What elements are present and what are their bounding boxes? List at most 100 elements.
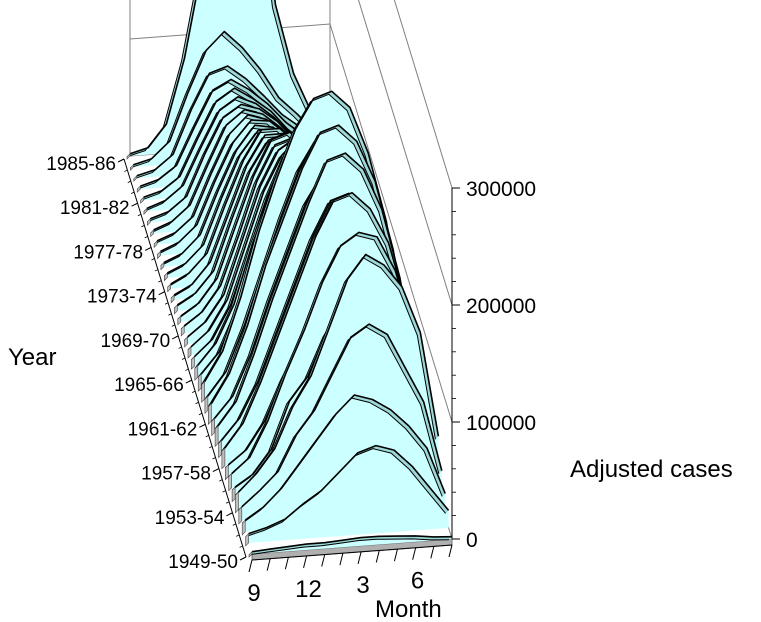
ridge-line — [129, 0, 331, 155]
ridge-line-lower — [248, 538, 450, 556]
y-minor-tick — [185, 368, 189, 371]
ridge-line-lower — [126, 0, 328, 158]
z-axis-label: Adjusted cases — [570, 456, 733, 483]
ridge-line — [217, 152, 419, 427]
y-minor-tick — [175, 335, 179, 338]
y-minor-tick — [161, 291, 165, 294]
y-minor-tick — [215, 468, 220, 471]
ribbon-cap — [133, 175, 138, 182]
x-tick-label: 9 — [247, 580, 260, 607]
ridge-line — [210, 124, 413, 405]
y-minor-tick — [130, 191, 135, 195]
y-minor-tick — [141, 224, 145, 228]
ribbon-edge — [198, 118, 402, 378]
ribbon-cap — [180, 325, 185, 337]
x-tick-label: 12 — [295, 576, 322, 603]
y-minor-tick — [202, 423, 206, 427]
ribbon-cap — [221, 447, 226, 470]
y-minor-tick — [191, 390, 196, 394]
ribbon-cap — [208, 403, 212, 426]
y-tick-label: 1977-78 — [73, 242, 143, 263]
ridge-line — [251, 535, 453, 553]
y-minor-tick — [168, 313, 172, 316]
ribbon-cap — [177, 315, 182, 326]
ribbon-cap — [191, 355, 195, 370]
ribbon-cap — [197, 373, 202, 392]
ridge-line-lower — [214, 155, 416, 430]
ridge-line — [237, 253, 440, 493]
ribbon-cap — [228, 472, 232, 492]
y-minor-tick — [154, 269, 159, 272]
axes: 1949-50 1953-54 1957-58 1961-62 1965-66 1969-… — [46, 154, 536, 607]
y-minor-tick — [158, 280, 162, 283]
y-tick-label: 1949-50 — [168, 552, 238, 573]
ribbon-cap — [201, 380, 205, 403]
ridge-line-lower — [245, 448, 446, 538]
y-minor-tick — [181, 357, 186, 360]
ribbon-cap — [160, 261, 165, 271]
y-tick-label: 1981-82 — [60, 198, 130, 219]
ribbon-cap — [225, 464, 229, 481]
y-minor-tick — [195, 401, 199, 405]
ribbon-cap — [130, 163, 134, 171]
ridge-line-lower — [235, 257, 436, 496]
y-minor-tick — [137, 213, 142, 217]
y-tick-label: 1961-62 — [128, 419, 198, 440]
y-minor-tick — [127, 180, 131, 183]
ridge-line-lower — [241, 397, 443, 524]
ribbon-cap — [245, 532, 249, 547]
y-minor-tick — [171, 324, 176, 327]
ridge-line-lower — [221, 195, 423, 452]
y-minor-tick — [198, 412, 203, 416]
z-tick-label: 0 — [466, 529, 478, 552]
x-tick-label: 6 — [411, 568, 424, 595]
y-axis-label: Year — [8, 344, 57, 371]
ribbon-cap — [231, 486, 236, 503]
x-tick — [357, 551, 362, 564]
ribbon-cap — [174, 304, 178, 315]
y-minor-tick — [134, 202, 138, 206]
ribbon-cap — [204, 395, 209, 415]
y-minor-tick — [229, 512, 233, 515]
z-tick-label: 300000 — [466, 178, 536, 201]
ridge-line-lower — [130, 34, 331, 169]
y-tick-label: 1965-66 — [114, 375, 184, 396]
grid-line — [357, 0, 453, 306]
ribbon-cap — [248, 550, 253, 558]
x-tick — [375, 550, 380, 563]
series-ribbon — [248, 535, 453, 558]
ribbon-cap — [143, 207, 148, 216]
ribbon-cap — [194, 364, 199, 381]
y-minor-tick — [120, 158, 125, 161]
y-tick-label: 1957-58 — [141, 464, 211, 485]
ribbon-cap — [211, 417, 215, 437]
z-tick-label: 200000 — [466, 295, 536, 318]
ribbon-cap — [235, 491, 239, 514]
ribbons — [126, 0, 453, 558]
ribbon-cap — [157, 250, 161, 260]
ribbon-cap — [140, 196, 144, 204]
x-tick — [266, 558, 271, 571]
month-axis-line — [251, 544, 453, 561]
x-axis-label: Month — [375, 596, 442, 622]
ribbon-face — [248, 445, 449, 543]
x-tick — [393, 548, 398, 562]
ribbon-cap — [184, 336, 188, 348]
ribbon-cap — [241, 519, 246, 536]
ribbon-face — [252, 535, 452, 554]
x-tick — [448, 544, 453, 558]
ribbon-cap — [187, 346, 192, 359]
ridge-line — [203, 90, 406, 383]
x-tick — [303, 555, 308, 569]
y-minor-tick — [239, 545, 243, 548]
y-minor-tick — [188, 379, 192, 382]
y-minor-tick — [144, 236, 148, 239]
y-tick-label: 1953-54 — [155, 508, 225, 529]
y-tick-label: 1973-74 — [87, 287, 157, 308]
ridge-line — [224, 192, 426, 449]
y-minor-tick — [212, 457, 216, 460]
ribbon-cap — [136, 185, 141, 193]
y-minor-tick — [232, 523, 237, 526]
